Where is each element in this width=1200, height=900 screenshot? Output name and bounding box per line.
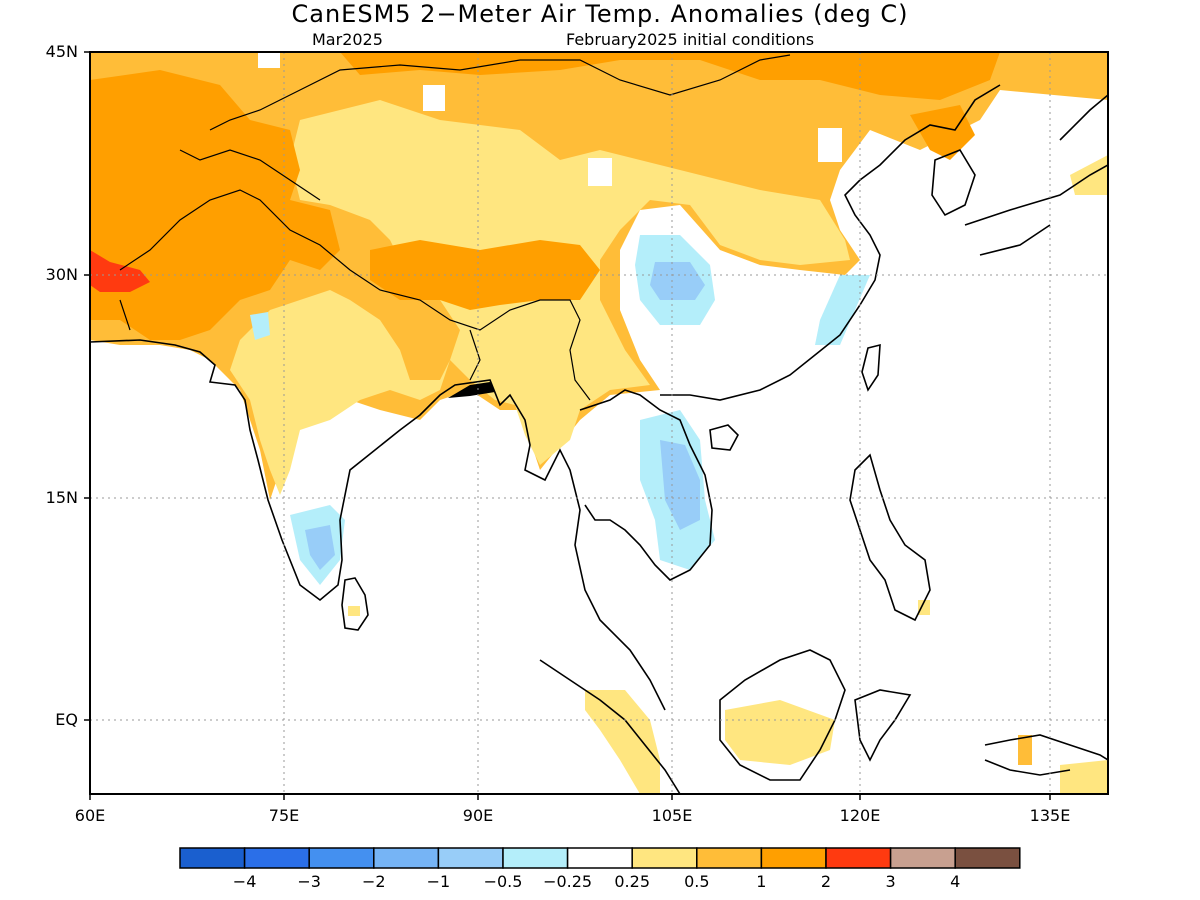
colorbar-swatch — [308, 847, 375, 869]
lat-label-30n: 30N — [45, 265, 78, 284]
forecast-month: Mar2025 — [312, 30, 383, 49]
lat-label-15n: 15N — [45, 488, 78, 507]
grid-lines — [90, 52, 1108, 794]
anomaly-region-cool-indochina-core — [660, 440, 700, 530]
colorbar-label: −1 — [426, 872, 451, 891]
anomaly-region-warm-newguinea-strong — [1018, 735, 1032, 765]
coastline-srilanka — [341, 577, 369, 631]
colorbar-swatch — [696, 847, 763, 869]
initial-conditions-label: February2025 initial conditions — [566, 30, 815, 49]
mask-cell — [258, 52, 280, 68]
colorbar-swatch — [631, 847, 698, 869]
bangladesh-delta — [448, 382, 495, 398]
lat-label-eq: EQ — [55, 710, 78, 729]
mask-cell — [423, 85, 445, 111]
colorbar-swatch — [760, 847, 827, 869]
coastline-japan — [964, 94, 1108, 256]
coastline-newguinea — [984, 734, 1108, 776]
anomaly-region-warm-2-tibet — [370, 240, 600, 310]
colorbar-swatch — [502, 847, 569, 869]
coastline-china-east — [660, 84, 1001, 401]
colorbar-label: −4 — [232, 872, 257, 891]
anomaly-region-warm-2-west — [90, 70, 340, 340]
colorbar-label: 4 — [950, 872, 961, 891]
colorbar-swatch — [437, 847, 504, 869]
coastline-taiwan — [861, 343, 881, 392]
colorbar-swatch — [954, 847, 1021, 869]
mask-cell — [588, 158, 612, 186]
anomaly-region-warm-srilanka — [348, 606, 360, 616]
coastline-korea — [931, 149, 976, 217]
coastline-philippines — [849, 453, 931, 622]
anomaly-region-warm-newguinea — [1060, 760, 1108, 794]
colorbar-label: 0.25 — [614, 872, 650, 891]
lon-label-135e: 135E — [1029, 806, 1071, 825]
border-interior — [119, 54, 791, 401]
colorbar-swatch — [179, 847, 246, 869]
colorbar-swatch — [889, 847, 956, 869]
anomaly-region-warm-2-north — [340, 52, 1000, 100]
colorbar-swatch — [373, 847, 440, 869]
colorbar-swatch — [243, 847, 310, 869]
anomaly-region-warm-mindanao — [918, 600, 930, 615]
map-title: CanESM5 2−Meter Air Temp. Anomalies (deg… — [291, 0, 909, 28]
colorbar-swatch — [566, 847, 633, 869]
colorbar-swatch — [825, 847, 892, 869]
colorbar-label: −3 — [297, 872, 321, 891]
coastline-india — [90, 339, 666, 711]
map-frame — [89, 51, 1109, 795]
coastline-sulawesi — [854, 689, 912, 762]
anomaly-region-cool-east — [815, 275, 870, 345]
colorbar-label: 2 — [820, 872, 832, 891]
anomaly-shading — [90, 52, 1108, 794]
colorbar-label: −0.5 — [483, 872, 523, 891]
colorbar — [179, 847, 1021, 869]
mask-cell — [818, 128, 842, 162]
colorbar-label: 3 — [885, 872, 896, 891]
anomaly-region-cool-india-core — [305, 525, 335, 570]
anomaly-region-warm-borneo — [725, 700, 835, 765]
lon-label-60e: 60E — [74, 806, 106, 825]
anomaly-region-cool-pakistan — [250, 312, 270, 340]
colorbar-label: −0.25 — [543, 872, 593, 891]
anomaly-region-warm-3 — [90, 250, 150, 292]
colorbar-label: 1 — [756, 872, 767, 891]
coastline-hainan — [709, 424, 739, 451]
lat-label-45n: 45N — [45, 42, 78, 61]
lon-label-90e: 90E — [462, 806, 494, 825]
lon-label-120e: 120E — [839, 806, 881, 825]
anomaly-region-warm-2-korea — [910, 105, 975, 160]
anomaly-region-warm-sumatra — [585, 690, 660, 794]
axis-ticks — [84, 51, 1051, 800]
colorbar-label: 0.5 — [684, 872, 710, 891]
lon-label-75e: 75E — [268, 806, 300, 825]
anomaly-region-cool-china-core — [650, 262, 705, 300]
coastline-indochina — [579, 389, 713, 581]
coastlines — [90, 54, 1108, 794]
lon-label-105e: 105E — [651, 806, 693, 825]
colorbar-label: −2 — [362, 872, 386, 891]
